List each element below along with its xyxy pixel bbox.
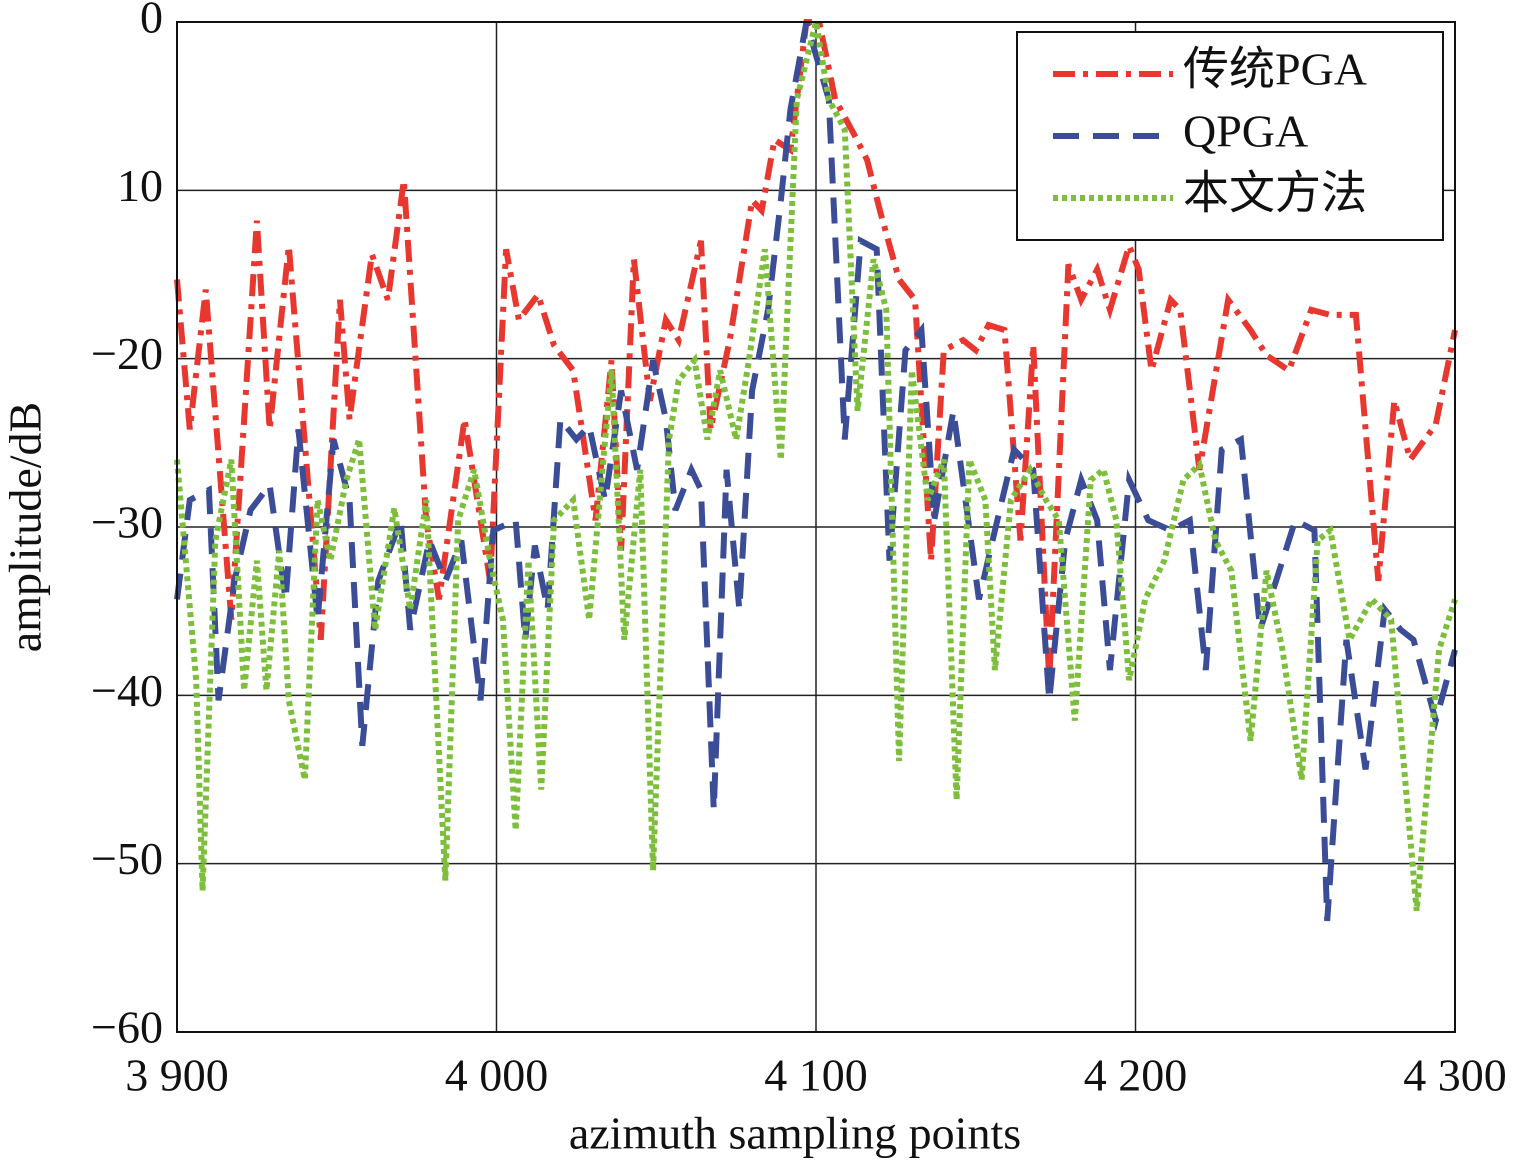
legend-label: 传统PGA [1183,44,1367,95]
x-tick-label: 4 200 [1084,1050,1188,1101]
legend-box [1016,31,1444,241]
x-axis-label: azimuth sampling points [569,1108,1021,1159]
x-tick-label: 3 900 [125,1050,229,1101]
y-tick-label: −60 [91,1002,163,1053]
y-tick-label: 0 [140,0,163,43]
series-line [174,19,1458,681]
y-tick-label: −50 [91,833,163,884]
x-tick-label: 4 300 [1403,1050,1507,1101]
y-tick-label: −40 [91,665,163,716]
legend-label: 本文方法 [1183,168,1367,219]
y-tick-label: −30 [91,497,163,548]
y-axis-label: amplitude/dB [0,402,51,652]
legend-label: QPGA [1183,106,1308,157]
x-tick-label: 4 100 [764,1050,868,1101]
y-tick-label: −20 [91,328,163,379]
series-line [174,21,1458,912]
y-tick-label: 10 [117,160,163,211]
plot-frame [176,21,1456,1033]
x-tick-label: 4 000 [445,1050,549,1101]
